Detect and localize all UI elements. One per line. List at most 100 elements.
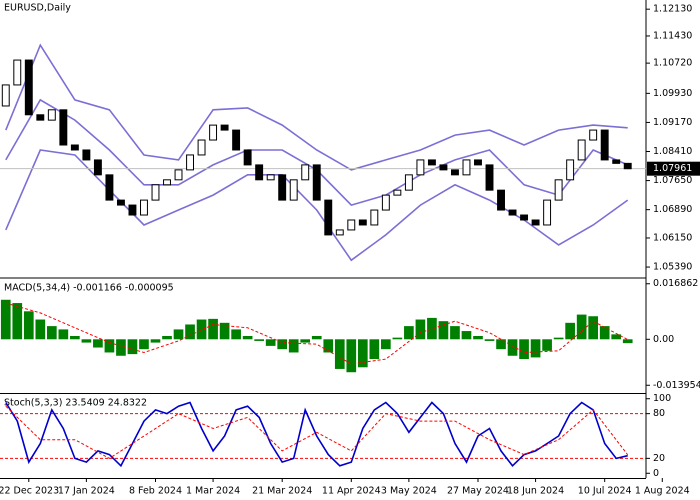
candle (427, 159, 436, 166)
y-tick-label: 20 (653, 453, 665, 464)
histogram-bar (185, 324, 195, 340)
candle (312, 164, 321, 201)
histogram-bar (461, 331, 472, 340)
histogram-bar (357, 339, 368, 368)
candle (1, 84, 10, 107)
x-tick-label: 27 May 2024 (447, 486, 509, 497)
histogram-bar (381, 339, 391, 350)
histogram-bar (231, 329, 241, 340)
histogram-bar (415, 319, 426, 340)
x-tick-label: 1 Mar 2024 (186, 486, 240, 497)
y-tick-label: -0.013954 (653, 380, 700, 391)
y-tick-label: 1.05390 (653, 262, 692, 273)
histogram-bar (104, 339, 115, 353)
histogram-bar (81, 339, 92, 343)
histogram-bar (334, 339, 345, 369)
y-tick-label: 1.06890 (653, 204, 692, 215)
panel-title: Stoch(5,3,3) 23.5409 24.8322 (4, 398, 147, 409)
candle (151, 184, 160, 201)
candle (589, 129, 598, 141)
y-tick-label: 1.07650 (653, 175, 692, 186)
candle (508, 209, 517, 216)
histogram-bar (208, 318, 218, 340)
histogram-bar (277, 339, 288, 350)
histogram-bar (565, 322, 575, 340)
histogram-bar (346, 339, 357, 373)
histogram-bar (311, 336, 322, 340)
x-tick-label: 1 Aug 2024 (635, 486, 690, 497)
candle (566, 159, 575, 181)
histogram-bar (265, 339, 276, 346)
x-tick-label: 8 Feb 2024 (129, 486, 182, 497)
candle (116, 199, 125, 206)
y-tick-label: 1.10720 (653, 58, 692, 69)
histogram-bar (0, 299, 11, 340)
candle (82, 149, 91, 161)
candle (59, 109, 68, 146)
histogram-bar (23, 311, 34, 340)
histogram-bar (58, 329, 69, 340)
histogram-bar (484, 339, 495, 341)
histogram-bar (46, 326, 57, 340)
candle (47, 109, 56, 121)
histogram-bar (219, 322, 230, 340)
x-tick-label: 11 Apr 2024 (322, 486, 381, 497)
candle (416, 159, 425, 176)
series-line (5, 302, 628, 365)
candle (255, 164, 264, 181)
candle (485, 164, 494, 191)
histogram-bar (622, 339, 633, 344)
y-tick-label: 0.00 (653, 334, 674, 345)
candle (140, 199, 148, 216)
histogram-bar (392, 337, 403, 340)
histogram-bar (242, 336, 253, 340)
histogram-bar (553, 337, 564, 340)
candle (623, 162, 632, 170)
series-line (5, 405, 629, 459)
candle (220, 124, 229, 131)
candle (163, 179, 171, 186)
histogram-bar (35, 319, 46, 340)
histogram-bar (70, 336, 80, 340)
series-line (5, 43, 628, 171)
candle (70, 144, 79, 151)
candle (128, 204, 137, 216)
candle (531, 219, 540, 226)
y-tick-label: 80 (653, 408, 665, 419)
current-price-box (647, 161, 700, 176)
candle (404, 174, 413, 191)
candle (36, 114, 45, 121)
candle (289, 179, 298, 201)
candle (358, 219, 367, 226)
candle (462, 159, 471, 176)
histogram-bar (530, 339, 541, 358)
x-tick-label: 17 Jan 2024 (58, 486, 115, 497)
candle (335, 229, 344, 236)
y-tick-label: 1.11430 (653, 30, 692, 41)
candle (439, 164, 448, 171)
candle (577, 139, 586, 161)
candle (278, 174, 287, 201)
histogram-bar (369, 339, 380, 360)
candle (301, 164, 310, 181)
x-tick-label: 3 May 2024 (381, 486, 437, 497)
histogram-bar (519, 339, 529, 360)
histogram-bar (427, 317, 437, 340)
histogram-bar (162, 336, 172, 340)
y-tick-label: 1.09930 (653, 88, 692, 99)
candle (24, 59, 33, 116)
candle (186, 154, 194, 171)
candle (266, 174, 275, 181)
y-tick-label: 0.016862 (653, 278, 698, 289)
histogram-bar (496, 339, 506, 350)
x-tick-label: 10 Jul 2024 (578, 486, 632, 497)
y-tick-label: 100 (653, 393, 671, 404)
histogram-bar (507, 339, 518, 356)
candle (105, 174, 114, 201)
candle (347, 219, 356, 231)
candle (612, 159, 621, 164)
x-tick-label: 22 Dec 2023 (0, 486, 59, 497)
histogram-bar (12, 303, 23, 340)
